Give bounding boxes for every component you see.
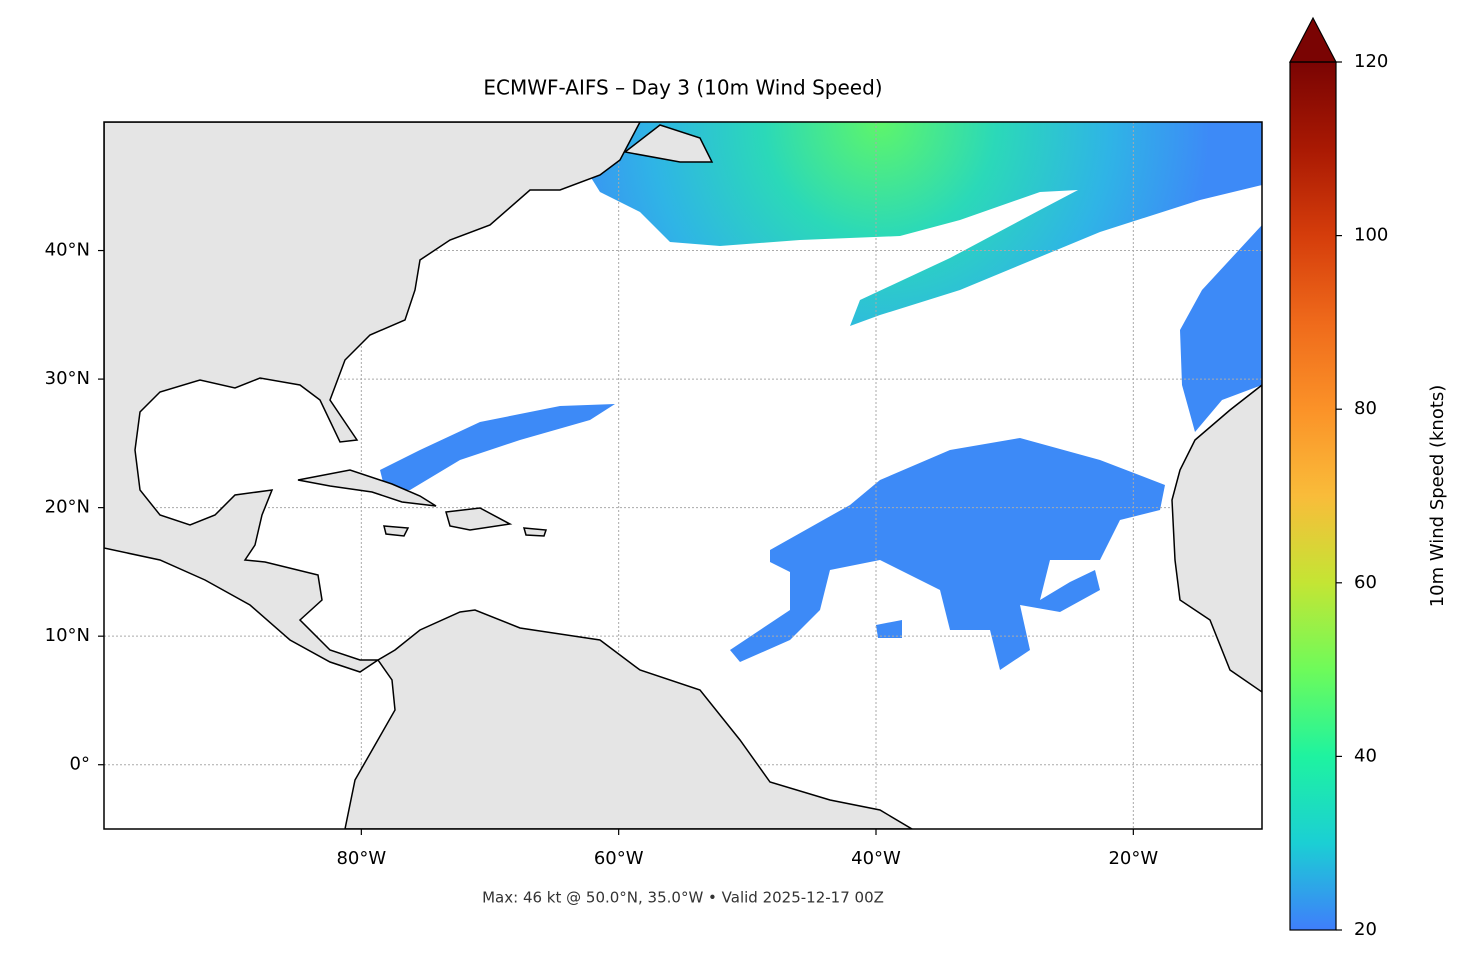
y-tick-label: 40°N xyxy=(45,240,90,261)
colorbar-tick-label: 80 xyxy=(1354,398,1377,419)
land-jamaica xyxy=(383,525,410,537)
y-tick-label: 20°N xyxy=(45,497,90,518)
y-tick-label: 0° xyxy=(70,754,90,775)
colorbar-tick-label: 60 xyxy=(1354,572,1377,593)
colorbar-scale xyxy=(1290,62,1336,930)
land-africa xyxy=(1171,384,1262,693)
colorbar-tick-label: 20 xyxy=(1354,919,1377,940)
chart-title: ECMWF-AIFS – Day 3 (10m Wind Speed) xyxy=(483,76,882,100)
colorbar-tick-label: 100 xyxy=(1354,225,1388,246)
wind-field xyxy=(876,620,902,638)
land-north-america xyxy=(104,122,641,673)
colorbar-label: 10m Wind Speed (knots) xyxy=(1427,385,1448,608)
land-hispaniola xyxy=(445,507,513,531)
colorbar-extend xyxy=(1289,16,1337,63)
y-tick-label: 30°N xyxy=(45,368,90,389)
colorbar-frame xyxy=(1289,61,1337,931)
land-puerto-rico xyxy=(522,527,548,537)
land-cuba xyxy=(297,469,437,507)
land xyxy=(104,122,1262,829)
x-tick-label: 20°W xyxy=(1108,848,1158,869)
map-frame xyxy=(103,121,1263,830)
wind-field xyxy=(730,438,1165,670)
wind-fields xyxy=(380,122,1262,670)
map xyxy=(104,122,1262,829)
wind-field xyxy=(585,122,1262,326)
colorbar-tick-label: 120 xyxy=(1354,51,1388,72)
x-tick-label: 40°W xyxy=(851,848,901,869)
x-tick-label: 60°W xyxy=(594,848,644,869)
land-newfoundland xyxy=(623,124,714,163)
colorbar-tick-label: 40 xyxy=(1354,745,1377,766)
land-south-america xyxy=(344,609,914,829)
wind-field xyxy=(1180,225,1262,432)
axes: 80°W 60°W 40°W 20°W 0° 10°N 20°N 30°N 40°N xyxy=(45,240,1159,869)
x-tick-label: 80°W xyxy=(336,848,386,869)
colorbar: 20 40 60 80 100 120 xyxy=(1289,16,1388,940)
wind-field xyxy=(380,404,615,490)
annotation: Max: 46 kt @ 50.0°N, 35.0°W • Valid 2025… xyxy=(482,889,884,907)
y-tick-label: 10°N xyxy=(45,625,90,646)
